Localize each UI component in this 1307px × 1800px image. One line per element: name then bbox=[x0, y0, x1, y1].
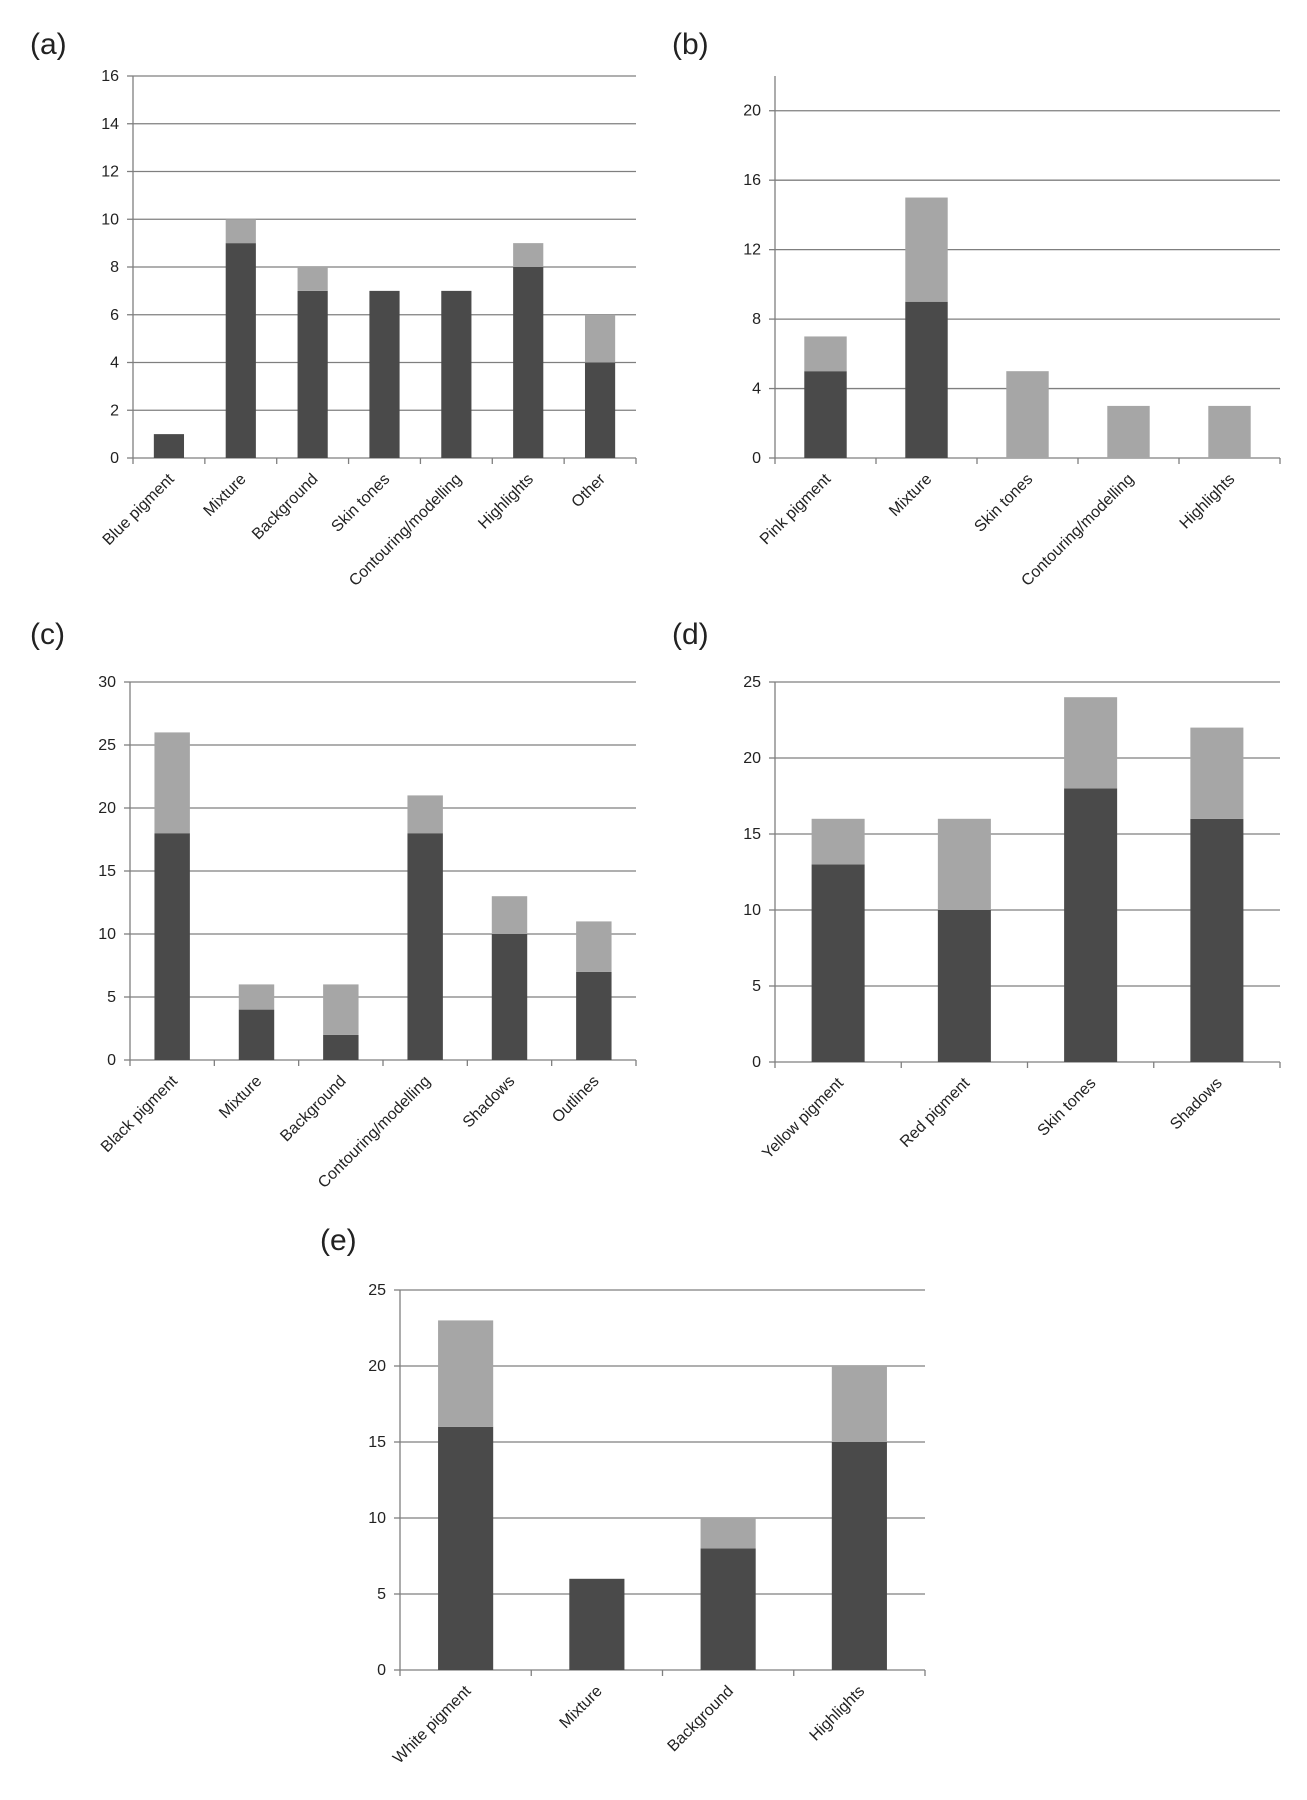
ytick-label: 4 bbox=[752, 381, 761, 398]
bar-d-2-series0 bbox=[1064, 788, 1118, 1062]
bar-b-2-series1 bbox=[1006, 371, 1049, 458]
bar-d-3-series1 bbox=[1190, 727, 1244, 819]
bar-d-0-series0 bbox=[811, 864, 865, 1062]
ytick-label: 20 bbox=[743, 750, 761, 767]
category-label: Mixture bbox=[557, 1683, 606, 1732]
bar-c-2-series1 bbox=[323, 984, 359, 1035]
bar-a-6-series0 bbox=[584, 362, 616, 458]
ytick-label: 15 bbox=[368, 1434, 386, 1451]
bar-c-2-series0 bbox=[323, 1034, 359, 1060]
bar-c-5-series1 bbox=[576, 921, 612, 972]
bar-a-6-series1 bbox=[584, 314, 616, 363]
ytick-label: 20 bbox=[368, 1358, 386, 1375]
ytick-label: 10 bbox=[368, 1510, 386, 1527]
bar-e-2-series1 bbox=[700, 1518, 756, 1549]
bar-c-1-series1 bbox=[238, 984, 275, 1010]
bar-e-1-series0 bbox=[569, 1578, 625, 1670]
ytick-label: 10 bbox=[743, 902, 761, 919]
ytick-label: 15 bbox=[98, 863, 116, 880]
ytick-label: 0 bbox=[752, 450, 761, 467]
ytick-label: 5 bbox=[377, 1586, 386, 1603]
ytick-label: 0 bbox=[752, 1054, 761, 1071]
bar-a-0-series0 bbox=[153, 434, 185, 458]
bar-b-4-series1 bbox=[1208, 405, 1251, 458]
ytick-label: 12 bbox=[743, 242, 761, 259]
bar-c-4-series0 bbox=[491, 934, 528, 1060]
panel-label-d: (d) bbox=[672, 618, 709, 651]
bar-a-3-series0 bbox=[369, 290, 400, 458]
ytick-label: 16 bbox=[743, 172, 761, 189]
ytick-label: 20 bbox=[98, 800, 116, 817]
panel-label-a: (a) bbox=[30, 28, 67, 61]
bar-a-2-series0 bbox=[297, 290, 328, 458]
ytick-label: 5 bbox=[752, 978, 761, 995]
ytick-label: 14 bbox=[101, 116, 119, 133]
ytick-label: 12 bbox=[101, 164, 119, 181]
ytick-label: 8 bbox=[752, 311, 761, 328]
ytick-label: 0 bbox=[107, 1052, 116, 1069]
bar-e-3-series0 bbox=[831, 1442, 887, 1670]
bar-a-1-series0 bbox=[225, 243, 256, 458]
bar-a-2-series1 bbox=[297, 267, 328, 291]
ytick-label: 5 bbox=[107, 989, 116, 1006]
bar-c-3-series0 bbox=[407, 833, 443, 1060]
bar-c-5-series0 bbox=[576, 971, 612, 1060]
category-label: White pigment bbox=[390, 1682, 475, 1767]
ytick-label: 25 bbox=[98, 737, 116, 754]
panel-label-b: (b) bbox=[672, 28, 709, 61]
ytick-label: 0 bbox=[110, 450, 119, 467]
bar-c-1-series0 bbox=[238, 1009, 275, 1060]
ytick-label: 10 bbox=[98, 926, 116, 943]
bar-c-0-series0 bbox=[154, 833, 190, 1060]
bar-a-1-series1 bbox=[225, 219, 256, 244]
bar-b-0-series0 bbox=[804, 371, 847, 458]
ytick-label: 6 bbox=[110, 307, 119, 324]
category-label: Highlights bbox=[806, 1683, 868, 1745]
bar-e-0-series1 bbox=[438, 1320, 494, 1427]
ytick-label: 20 bbox=[743, 103, 761, 120]
bar-e-2-series0 bbox=[700, 1548, 756, 1670]
bar-d-2-series1 bbox=[1064, 697, 1118, 789]
ytick-label: 0 bbox=[377, 1662, 386, 1679]
panel-label-c: (c) bbox=[30, 618, 65, 651]
panel-label-e: (e) bbox=[320, 1224, 357, 1257]
bar-d-1-series1 bbox=[937, 818, 991, 910]
bar-c-0-series1 bbox=[154, 732, 190, 834]
bar-c-3-series1 bbox=[407, 795, 443, 834]
ytick-label: 10 bbox=[101, 211, 119, 228]
ytick-label: 25 bbox=[743, 674, 761, 691]
ytick-label: 15 bbox=[743, 826, 761, 843]
bar-b-1-series1 bbox=[905, 197, 948, 302]
category-label: Background bbox=[665, 1683, 737, 1755]
bar-c-4-series1 bbox=[491, 896, 528, 934]
bar-e-3-series1 bbox=[831, 1366, 887, 1442]
bar-a-5-series0 bbox=[513, 267, 544, 458]
bar-a-4-series0 bbox=[441, 290, 472, 458]
ytick-label: 4 bbox=[110, 355, 119, 372]
bar-b-3-series1 bbox=[1107, 405, 1150, 458]
bar-d-0-series1 bbox=[811, 818, 865, 865]
ytick-label: 8 bbox=[110, 259, 119, 276]
ytick-label: 25 bbox=[368, 1282, 386, 1299]
bar-d-3-series0 bbox=[1190, 818, 1244, 1062]
bar-a-5-series1 bbox=[513, 243, 544, 267]
ytick-label: 16 bbox=[101, 68, 119, 85]
ytick-label: 30 bbox=[98, 674, 116, 691]
bar-e-0-series0 bbox=[438, 1426, 494, 1670]
bar-b-0-series1 bbox=[804, 336, 847, 372]
bar-b-1-series0 bbox=[905, 301, 948, 458]
ytick-label: 2 bbox=[110, 402, 119, 419]
bar-d-1-series0 bbox=[937, 910, 991, 1062]
